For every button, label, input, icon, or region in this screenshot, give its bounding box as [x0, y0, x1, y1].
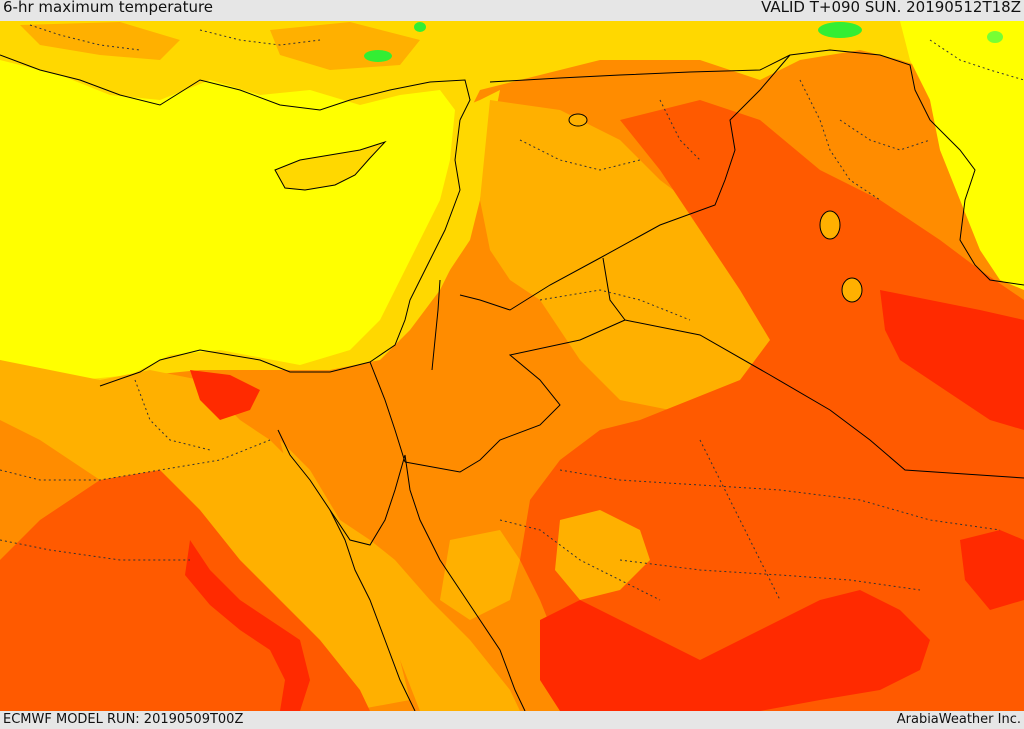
- cyprus-island: [274, 140, 387, 191]
- lake-2: [841, 277, 863, 303]
- coastline-red-sea-east: [404, 454, 526, 711]
- zone-northeast-yellow: [900, 21, 1024, 290]
- coastline-levant: [369, 119, 461, 363]
- footer-bar: ECMWF MODEL RUN: 20190509T00Z ArabiaWeat…: [0, 711, 1024, 729]
- zone-turkey-orange: [20, 22, 180, 60]
- map-canvas: [0, 21, 1024, 711]
- border-syria-turkey: [489, 54, 791, 83]
- model-run-label: ECMWF MODEL RUN: 20190509T00Z: [3, 712, 244, 727]
- header-bar: 6-hr maximum temperature VALID T+090 SUN…: [0, 0, 1024, 21]
- zone-nile-red: [185, 540, 310, 711]
- coastline-dead-sea: [431, 279, 441, 371]
- zone-saudi-light-2: [440, 530, 520, 620]
- zone-green-3: [414, 22, 426, 32]
- credit-label: ArabiaWeather Inc.: [896, 712, 1021, 727]
- valid-time-label: VALID T+090 SUN. 20190512T18Z: [761, 0, 1021, 16]
- internal-boundaries: [0, 24, 1024, 601]
- zone-red-sea: [280, 440, 520, 711]
- coastline-red-sea-west: [329, 509, 416, 711]
- border-iraq-iran: [789, 49, 1024, 286]
- zone-green-2: [364, 50, 392, 62]
- zone-saudi-light-1: [555, 510, 650, 600]
- border-syria-iraq: [459, 54, 791, 311]
- zone-levant-strip: [400, 90, 500, 320]
- border-iraq-saudi: [624, 319, 1024, 479]
- lake-1: [819, 210, 841, 240]
- coastline-turkey: [0, 54, 471, 121]
- coastline-egypt: [99, 349, 371, 387]
- zone-green-4: [987, 31, 1003, 43]
- zone-mediterranean-yellow: [0, 60, 455, 380]
- temperature-map: [0, 21, 1024, 711]
- border-egypt-israel: [369, 361, 406, 463]
- border-jordan-saudi: [404, 257, 626, 473]
- coastline-gulf-suez: [277, 429, 406, 546]
- lake-3: [568, 113, 588, 127]
- zone-saudi-red-1: [540, 590, 930, 711]
- chart-title: 6-hr maximum temperature: [3, 0, 214, 16]
- zone-delta-red: [190, 370, 260, 420]
- zone-syria-light: [480, 100, 790, 410]
- zone-green-1: [818, 22, 862, 38]
- zone-iraq-red: [880, 290, 1024, 430]
- zone-saudi-red-2: [960, 530, 1024, 610]
